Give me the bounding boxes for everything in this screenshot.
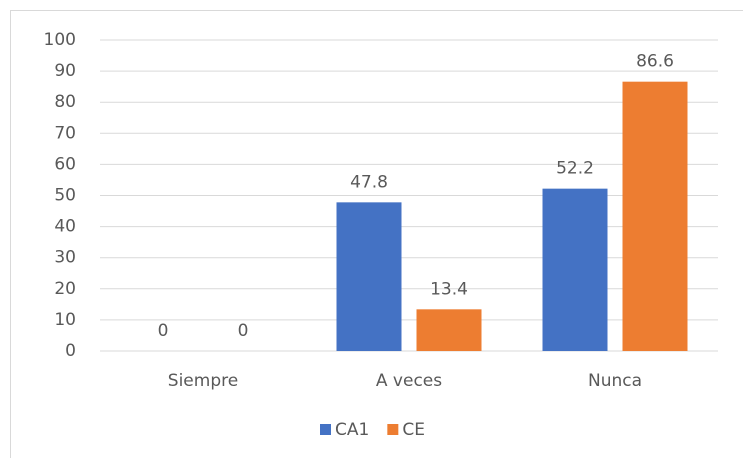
x-tick-label: A veces xyxy=(376,371,442,391)
data-label: 47.8 xyxy=(350,172,388,192)
legend-swatch xyxy=(320,424,331,435)
data-label: 52.2 xyxy=(556,159,594,179)
y-tick-label: 0 xyxy=(65,341,76,361)
legend-label: CA1 xyxy=(335,420,369,440)
data-label: 0 xyxy=(158,321,169,341)
data-label: 86.6 xyxy=(636,52,674,72)
y-tick-label: 50 xyxy=(54,186,76,206)
legend-label: CE xyxy=(402,420,425,440)
bar xyxy=(336,202,402,351)
y-tick-label: 70 xyxy=(54,123,76,143)
bar xyxy=(416,309,482,351)
x-tick-label: Nunca xyxy=(588,371,642,391)
y-tick-label: 40 xyxy=(54,217,76,237)
y-tick-label: 90 xyxy=(54,61,76,81)
y-tick-label: 20 xyxy=(54,279,76,299)
data-label: 0 xyxy=(238,321,249,341)
y-tick-label: 80 xyxy=(54,92,76,112)
bar xyxy=(542,188,608,351)
y-tick-label: 30 xyxy=(54,248,76,268)
y-tick-label: 60 xyxy=(54,154,76,174)
y-tick-label: 10 xyxy=(54,310,76,330)
data-label: 13.4 xyxy=(430,279,468,299)
legend-swatch xyxy=(387,424,399,435)
x-tick-label: Siempre xyxy=(168,371,238,391)
bar xyxy=(622,81,688,351)
y-tick-label: 100 xyxy=(44,30,76,50)
